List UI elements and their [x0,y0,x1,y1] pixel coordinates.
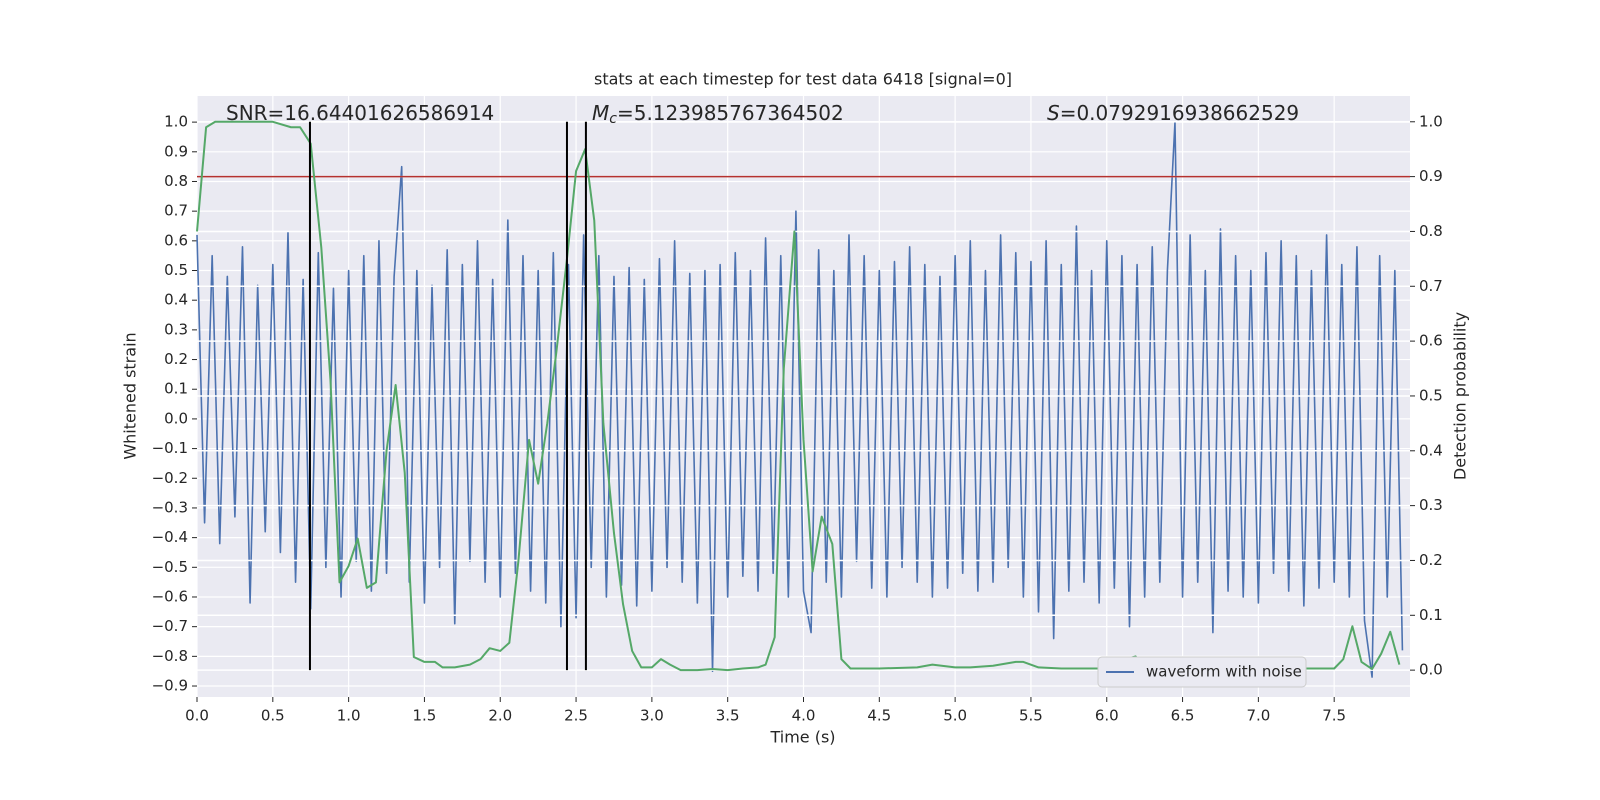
y-tick-label: −0.7 [152,617,188,635]
x-tick-label: 3.5 [716,707,740,725]
x-tick-label: 1.5 [413,707,437,725]
annotation-text: =0.0792916938662529 [1060,101,1299,125]
x-tick-label: 5.0 [943,707,967,725]
annotation-symbol: M [592,101,609,125]
waveform-line [196,121,1404,678]
y2-tick-label: 0.3 [1419,496,1443,514]
annotation: SNR=16.64401626586914 [226,101,494,125]
x-tick-label: 2.5 [564,707,588,725]
y-tick-label: −0.5 [152,558,188,576]
x-tick-label: 7.0 [1246,707,1270,725]
y-tick-label: 0.9 [164,142,188,160]
annotation: S=0.0792916938662529 [1047,101,1299,125]
x-axis-label: Time (s) [769,728,835,747]
y2-tick-label: 1.0 [1419,112,1443,130]
x-tick-label: 4.5 [867,707,891,725]
x-tick-label: 7.5 [1322,707,1346,725]
x-tick-label: 4.0 [792,707,816,725]
y2-axis-label: Detection probability [1451,312,1470,480]
x-tick-label: 0.0 [185,707,209,725]
y-tick-label: −0.2 [152,469,188,487]
y2-tick-label: 0.6 [1419,332,1443,350]
x-tick-label: 1.0 [337,707,361,725]
y2-tick-label: 0.1 [1419,606,1443,624]
y-tick-label: 0.3 [164,320,188,338]
legend: waveform with noise [1097,656,1307,688]
legend-box [1097,656,1307,688]
y-tick-label: 0.8 [164,172,188,190]
annotation: Mc=5.123985767364502 [592,101,844,128]
x-tick-label: 5.5 [1019,707,1043,725]
y-axis-label: Whitened strain [121,332,140,459]
x-tick-label: 2.0 [488,707,512,725]
annotation-symbol: S [1047,101,1060,125]
y-tick-label: 0.6 [164,231,188,249]
y2-tick-label: 0.0 [1419,661,1443,679]
y-tick-label: −0.3 [152,498,188,516]
y-tick-label: 0.7 [164,202,188,220]
y-tick-label: 0.1 [164,380,188,398]
y-tick-label: −0.1 [152,439,188,457]
y-tick-label: 0.4 [164,291,188,309]
y2-tick-label: 0.9 [1419,167,1443,185]
y-tick-label: −0.6 [152,587,188,605]
y-tick-label: 1.0 [164,113,188,131]
x-tick-label: 6.0 [1095,707,1119,725]
legend-label: waveform with noise [1146,663,1302,681]
annotation-subscript: c [609,111,617,127]
y2-tick-label: 0.5 [1419,386,1443,404]
y2-tick-label: 0.4 [1419,441,1443,459]
x-tick-label: 0.5 [261,707,285,725]
x-tick-label: 6.5 [1171,707,1195,725]
y-tick-label: 0.5 [164,261,188,279]
chart-title: stats at each timestep for test data 641… [594,70,1012,89]
y-tick-label: 0.0 [164,409,188,427]
y2-tick-label: 0.2 [1419,551,1443,569]
annotation-text: =5.123985767364502 [617,101,844,125]
y-tick-label: −0.8 [152,647,188,665]
x-tick-label: 3.0 [640,707,664,725]
annotation-text: SNR=16.64401626586914 [226,101,494,125]
y-tick-label: −0.9 [152,677,188,695]
y-tick-label: −0.4 [152,528,188,546]
y-tick-label: 0.2 [164,350,188,368]
y2-tick-label: 0.8 [1419,222,1443,240]
y2-tick-label: 0.7 [1419,277,1443,295]
